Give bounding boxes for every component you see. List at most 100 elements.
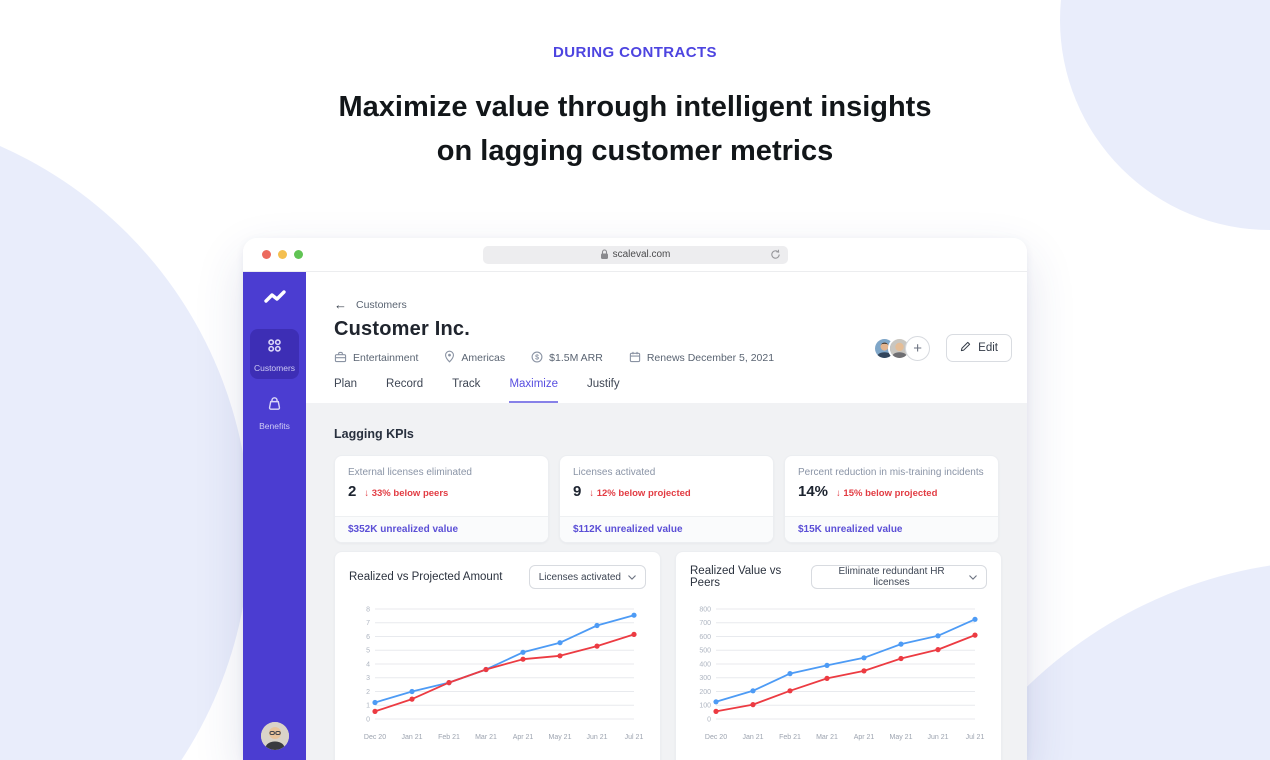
main-panel: ← Customers Customer Inc. Entertainment A… [306,272,1027,760]
svg-text:Jul 21: Jul 21 [966,734,985,741]
chart-title: Realized vs Projected Amount [349,571,503,583]
kpi-unrealized-value-link[interactable]: $352K unrealized value [335,516,548,542]
kpi-card: Licenses activated 9 ↓ 12% below projected… [559,455,774,543]
svg-text:300: 300 [699,675,711,682]
customer-meta-label: Renews December 5, 2021 [646,352,775,364]
customer-meta-item: Entertainment [334,351,418,366]
kpi-delta-badge: ↓ 15% below projected [836,488,938,499]
kpi-delta-badge: ↓ 12% below projected [589,488,691,499]
breadcrumb: ← Customers [334,298,1012,311]
kpi-card-row: External licenses eliminated 2 ↓ 33% below… [334,455,1002,543]
svg-text:6: 6 [366,634,370,641]
svg-text:600: 600 [699,634,711,641]
svg-text:0: 0 [366,716,370,723]
traffic-lights [262,250,303,259]
chart-metric-dropdown[interactable]: Licenses activated [528,565,646,589]
svg-text:Mar 21: Mar 21 [475,734,497,741]
reload-icon[interactable] [770,249,781,260]
svg-text:Jul 21: Jul 21 [625,734,644,741]
chart-metric-dropdown-label: Eliminate redundant HR licenses [838,566,945,588]
add-collaborator-button[interactable]: + [905,335,931,361]
window-body: Customers Benefits ← Customers Customer I… [243,272,1027,760]
sidebar-nav: Customers Benefits [243,329,306,437]
customer-name: Customer Inc. [334,318,470,340]
chart-card-header: Realized vs Projected Amount Licenses act… [349,565,646,589]
close-window-button[interactable] [262,250,271,259]
svg-text:100: 100 [699,703,711,710]
briefcase-icon [334,351,347,366]
kpi-value: 9 [573,483,582,500]
tab-justify[interactable]: Justify [587,378,620,390]
svg-text:Jun 21: Jun 21 [586,734,607,741]
kpi-unrealized-value-link[interactable]: $15K unrealized value [785,516,998,542]
kpi-label: Percent reduction in mis-training incide… [798,467,984,478]
customer-meta-item: $ $1.5M ARR [531,351,603,366]
tab-plan[interactable]: Plan [334,378,358,390]
sidebar-item-benefits[interactable]: Benefits [250,387,299,437]
back-arrow-icon[interactable]: ← [334,297,347,312]
svg-text:1: 1 [366,703,370,710]
svg-text:May 21: May 21 [549,734,572,741]
lock-icon [600,249,609,260]
logo-trend-icon [262,288,288,311]
svg-text:Feb 21: Feb 21 [779,734,801,741]
edit-button[interactable]: Edit [946,334,1012,362]
customer-meta-label: $1.5M ARR [549,352,603,364]
header-actions: + Edit [873,334,1012,362]
svg-text:Mar 21: Mar 21 [816,734,838,741]
svg-text:800: 800 [699,606,711,613]
kpi-value-row: 14% ↓ 15% below projected [798,483,985,500]
kpi-label: Licenses activated [573,467,656,478]
svg-text:500: 500 [699,648,711,655]
svg-text:4: 4 [366,661,370,668]
chart-metric-dropdown[interactable]: Eliminate redundant HR licenses [811,565,987,589]
svg-text:Jun 21: Jun 21 [927,734,948,741]
tab-track[interactable]: Track [452,378,481,390]
svg-text:400: 400 [699,661,711,668]
page-title: Maximize value through intelligent insig… [338,91,932,167]
user-avatar[interactable] [260,722,289,750]
kpi-value: 2 [348,483,357,500]
grid-dots-icon [266,337,283,359]
kpi-value-row: 2 ↓ 33% below peers [348,483,535,500]
breadcrumb-label[interactable]: Customers [356,298,407,311]
url-text: scaleval.com [612,249,671,260]
chart-title: Realized Value vs Peers [690,565,782,589]
customer-meta-item: Renews December 5, 2021 [629,351,774,366]
basket-icon [266,395,283,417]
pencil-icon [960,341,971,355]
kpi-label: External licenses eliminated [348,467,472,478]
browser-window: scaleval.com Customers Benefits ← Custome… [243,238,1027,760]
svg-text:2: 2 [366,689,370,696]
svg-text:3: 3 [366,675,370,682]
svg-text:Dec 20: Dec 20 [705,734,727,741]
section-eyebrow: DURING CONTRACTS [553,44,717,61]
svg-text:Feb 21: Feb 21 [438,734,460,741]
chart-card: Realized vs Projected Amount Licenses act… [334,551,661,760]
app-sidebar: Customers Benefits [243,272,306,760]
kpi-delta-badge: ↓ 33% below peers [364,488,449,499]
svg-text:8: 8 [366,606,370,613]
sidebar-item-customers[interactable]: Customers [250,329,299,379]
kpi-card: Percent reduction in mis-training incide… [784,455,999,543]
line-chart: 0 100 200 300 400 500 600 700 800 Dec 20 Jan 21 Feb… [699,606,985,741]
lagging-kpis-section: Lagging KPIs External licenses eliminate… [306,403,1027,760]
customer-meta: Entertainment Americas $ $1.5M ARR Renews De… [334,350,1012,366]
svg-text:200: 200 [699,689,711,696]
svg-text:5: 5 [366,648,370,655]
sidebar-item-label: Customers [253,363,296,373]
customer-meta-label: Entertainment [353,352,419,364]
svg-text:May 21: May 21 [890,734,913,741]
svg-text:7: 7 [366,620,370,627]
minimize-window-button[interactable] [278,250,287,259]
chart-plot-area: 0 100 200 300 400 500 600 700 800 Dec 20 Jan 21 Feb… [690,601,987,751]
svg-text:Apr 21: Apr 21 [854,734,875,741]
kpi-card-top: Percent reduction in mis-training incide… [785,456,998,516]
chart-metric-dropdown-label: Licenses activated [538,571,621,583]
zoom-window-button[interactable] [294,250,303,259]
tab-maximize[interactable]: Maximize [509,378,558,403]
calendar-icon [629,351,641,366]
url-bar[interactable]: scaleval.com [482,245,788,264]
tab-record[interactable]: Record [386,378,424,390]
kpi-unrealized-value-link[interactable]: $112K unrealized value [560,516,773,542]
